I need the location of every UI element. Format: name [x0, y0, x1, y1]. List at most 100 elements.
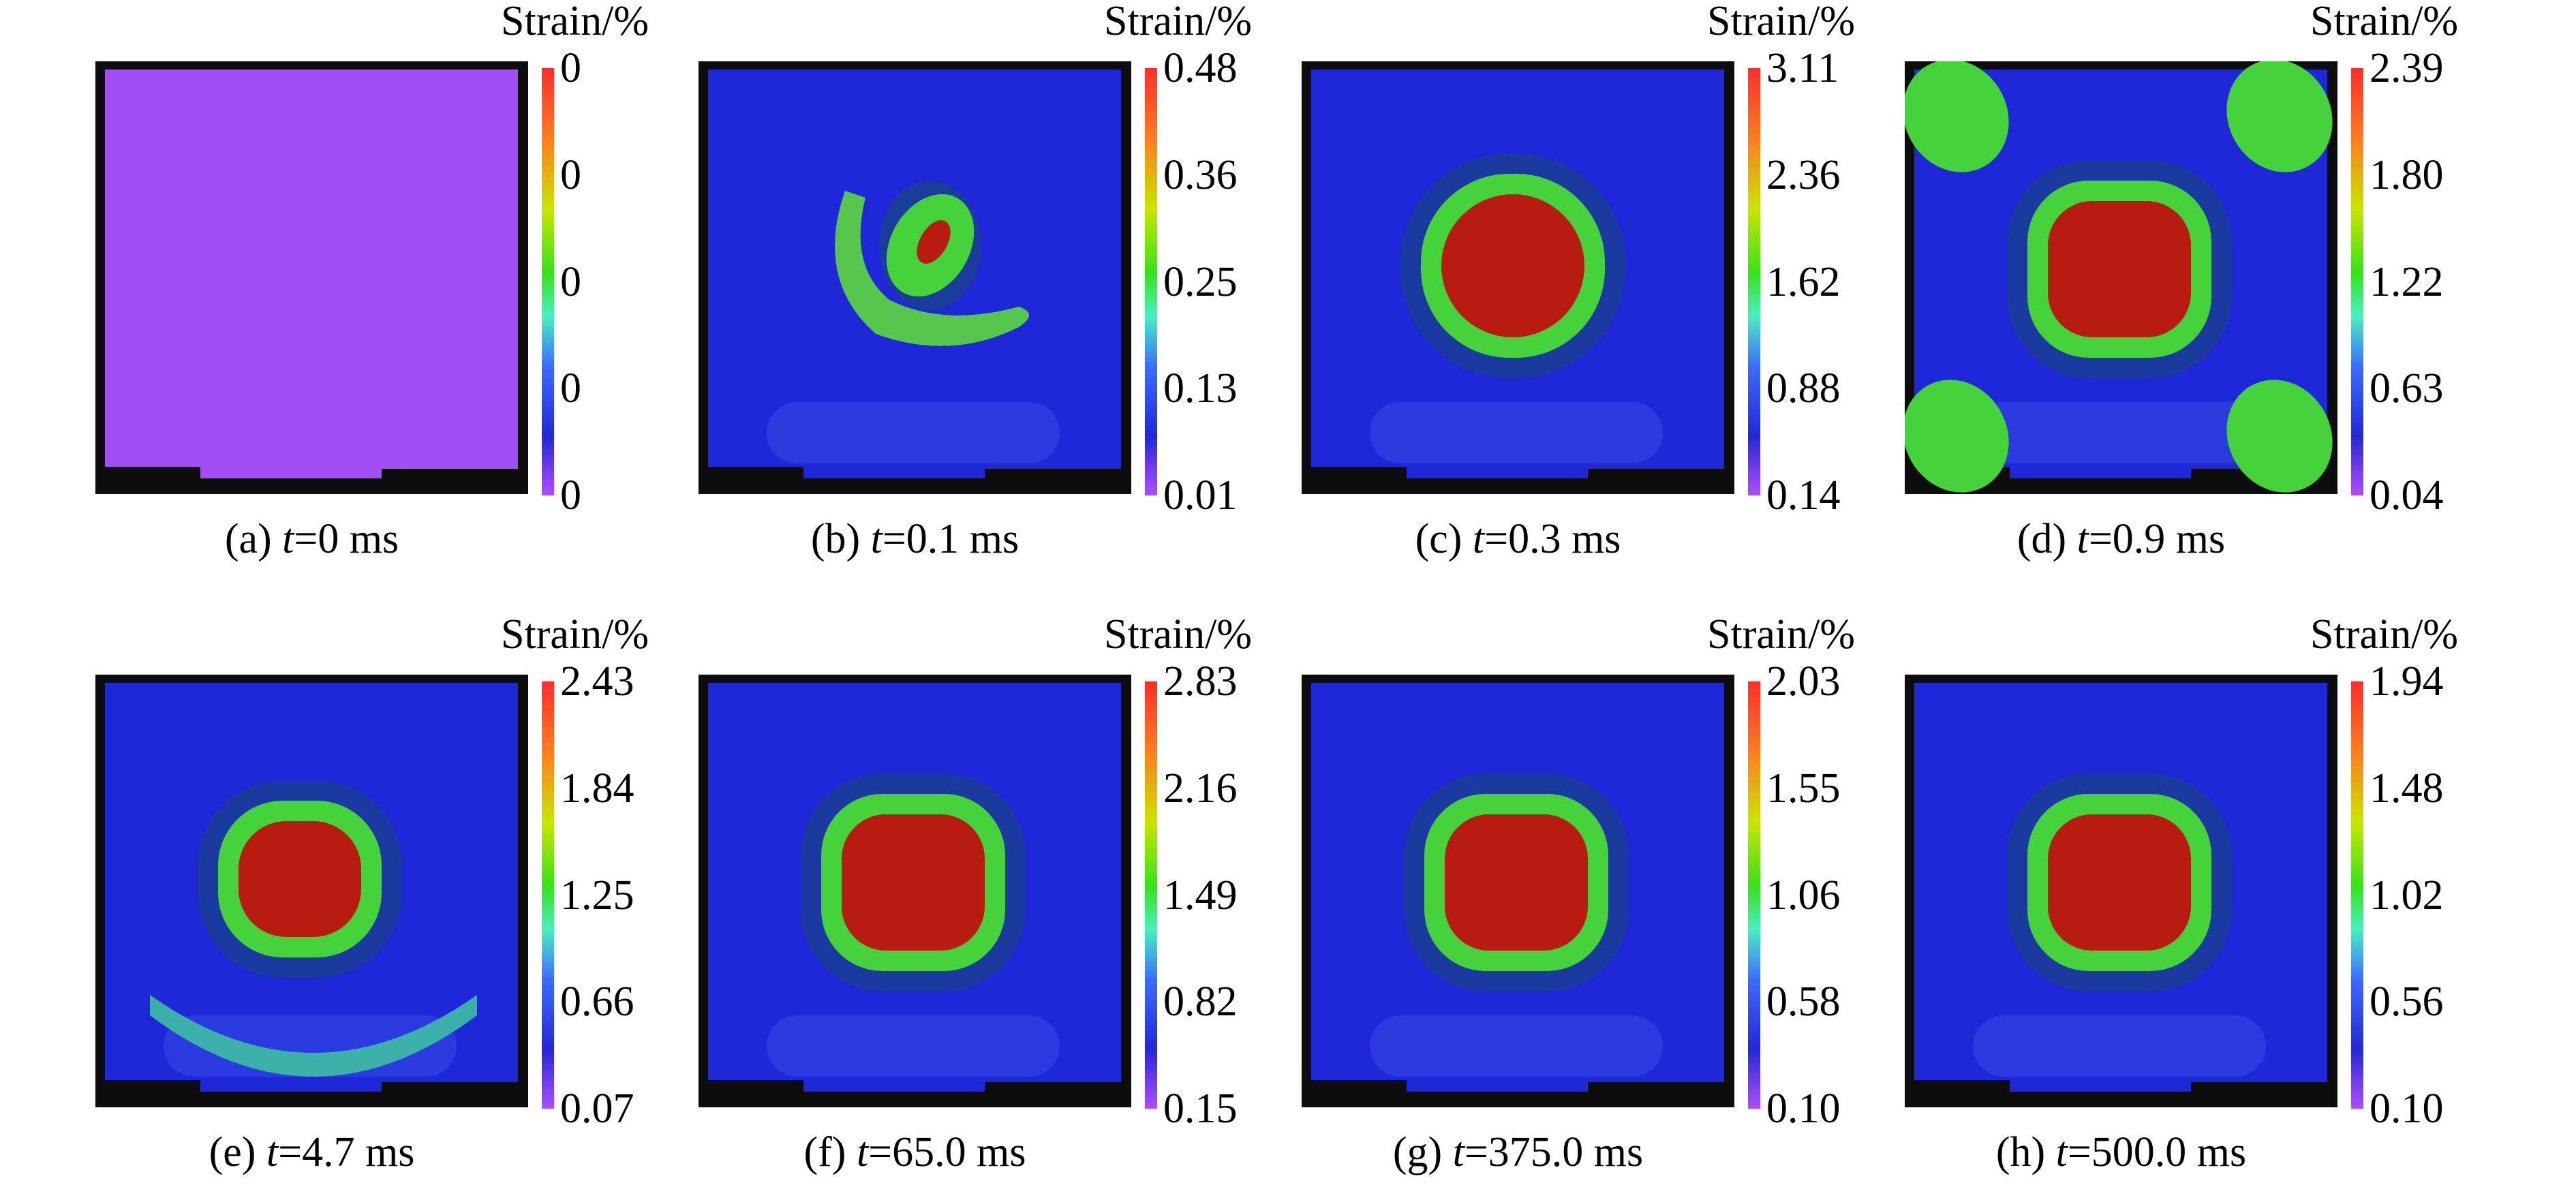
colorbar-tick: 1.06: [1766, 872, 1841, 919]
time-value: =500.0 ms: [2067, 1129, 2247, 1175]
strain-zone-core: [1441, 194, 1584, 337]
ambient-glow: [767, 402, 1060, 463]
colorbar-tick: 0.07: [560, 1086, 634, 1132]
panel-a: Strain/% 0 0 0 0 0 (a) t=0 ms: [0, 0, 649, 586]
panel-caption: (f) t=65.0 ms: [699, 1131, 1131, 1173]
panel-h: Strain/% 1.94 1.48 1.02 0.56 0.10 (h) t=…: [1809, 613, 2458, 1199]
map-field: [105, 70, 518, 480]
panel-caption: (h) t=500.0 ms: [1905, 1131, 2337, 1173]
colorbar-tick: 0.88: [1766, 365, 1841, 412]
panel-f: Strain/% 2.83 2.16 1.49 0.82 0.15 (f) t=…: [603, 613, 1252, 1199]
colorbar-tick: 2.16: [1163, 765, 1238, 812]
map-notch: [985, 469, 1121, 480]
colorbar-tick: 2.39: [2370, 45, 2444, 91]
colorbar-label: Strain/%: [501, 611, 649, 658]
time-value: =65.0 ms: [868, 1129, 1026, 1175]
panel-label: (e): [209, 1129, 256, 1175]
strain-zone-corner: [2226, 380, 2333, 493]
panel-caption: (d) t=0.9 ms: [1905, 518, 2337, 560]
time-value: =0.9 ms: [2088, 516, 2226, 562]
strain-map: [699, 61, 1131, 494]
colorbar-tick: 1.48: [2370, 765, 2444, 812]
colorbar: [1145, 681, 1157, 1109]
colorbar-tick: 2.83: [1163, 658, 1238, 705]
colorbar-tick: 0.04: [2370, 472, 2444, 519]
colorbar-label: Strain/%: [501, 0, 649, 44]
ambient-glow: [1370, 402, 1663, 463]
colorbar-tick: 0.82: [1163, 979, 1238, 1026]
strain-wave-arc: [150, 995, 477, 1077]
colorbar: [2351, 681, 2363, 1109]
map-field: [1914, 683, 2327, 1094]
colorbar-tick: 1.62: [1766, 258, 1841, 305]
time-symbol: t: [1452, 1129, 1465, 1175]
time-value: =0 ms: [294, 516, 399, 562]
strain-map: [1302, 61, 1734, 494]
map-notch: [1914, 1080, 2010, 1094]
time-value: =0.3 ms: [1484, 516, 1621, 562]
colorbar: [1748, 681, 1760, 1109]
panel-label: (c): [1415, 516, 1462, 562]
panel-label: (g): [1392, 1129, 1443, 1175]
map-notch: [1588, 1082, 1724, 1094]
strain-zone-corner: [1905, 380, 2009, 493]
map-background: [105, 70, 518, 478]
strain-zone-corner: [2226, 61, 2333, 172]
strain-zone-core: [2048, 201, 2191, 337]
colorbar-tick: 0: [560, 472, 581, 519]
colorbar-tick: 0.25: [1163, 258, 1238, 305]
colorbar-label: Strain/%: [1104, 611, 1252, 658]
colorbar-tick: 1.84: [560, 765, 634, 812]
panel-label: (f): [803, 1129, 846, 1175]
colorbar-tick: 1.22: [2370, 258, 2444, 305]
map-field: [1311, 683, 1724, 1094]
panel-d: Strain/% 2.39 1.80 1.22 0.63 0.04 (d) t=…: [1809, 0, 2458, 586]
map-notch: [1588, 469, 1724, 480]
strain-zone-core: [917, 220, 951, 264]
map-notch: [105, 467, 200, 480]
map-notch: [985, 1082, 1121, 1094]
strain-wave-ring: [835, 191, 1029, 346]
colorbar-tick: 1.02: [2370, 872, 2444, 919]
strain-zone-core: [1445, 814, 1588, 951]
time-symbol: t: [266, 1129, 279, 1175]
panel-caption: (c) t=0.3 ms: [1302, 518, 1734, 560]
colorbar-tick: 0: [560, 258, 581, 305]
strain-zone-core: [2048, 814, 2191, 951]
colorbar-tick: 1.80: [2370, 151, 2444, 198]
time-value: =4.7 ms: [278, 1129, 415, 1175]
colorbar: [542, 68, 554, 495]
colorbar-tick: 2.43: [560, 658, 634, 705]
map-notch: [382, 469, 518, 480]
colorbar-tick: 2.36: [1766, 151, 1841, 198]
colorbar-tick: 0: [560, 45, 581, 91]
colorbar-tick: 1.25: [560, 872, 634, 919]
colorbar-tick: 2.03: [1766, 658, 1841, 705]
map-notch: [708, 467, 803, 480]
strain-map-svg: [1302, 61, 1734, 494]
strain-map: [95, 61, 528, 494]
strain-map: [699, 675, 1131, 1107]
time-value: =0.1 ms: [882, 516, 1019, 562]
map-field: [1905, 61, 2333, 493]
panel-label: (b): [810, 516, 861, 562]
colorbar-tick: 1.55: [1766, 765, 1841, 812]
colorbar-tick: 1.94: [2370, 658, 2444, 705]
strain-map-svg: [699, 61, 1131, 494]
colorbar: [2351, 68, 2363, 495]
strain-map-svg: [95, 61, 528, 494]
panel-g: Strain/% 2.03 1.55 1.06 0.58 0.10 (g) t=…: [1206, 613, 1855, 1199]
panel-caption: (e) t=4.7 ms: [95, 1131, 528, 1173]
time-symbol: t: [1472, 516, 1485, 562]
map-field: [105, 683, 518, 1094]
colorbar-label: Strain/%: [2310, 0, 2458, 44]
colorbar-label: Strain/%: [1104, 0, 1252, 44]
colorbar-tick: 0.15: [1163, 1086, 1238, 1132]
colorbar: [1748, 68, 1760, 495]
colorbar-tick: 1.49: [1163, 872, 1238, 919]
time-symbol: t: [282, 516, 294, 562]
ambient-glow: [1973, 402, 2266, 463]
map-notch: [382, 1082, 518, 1094]
colorbar-tick: 0.58: [1766, 979, 1841, 1026]
